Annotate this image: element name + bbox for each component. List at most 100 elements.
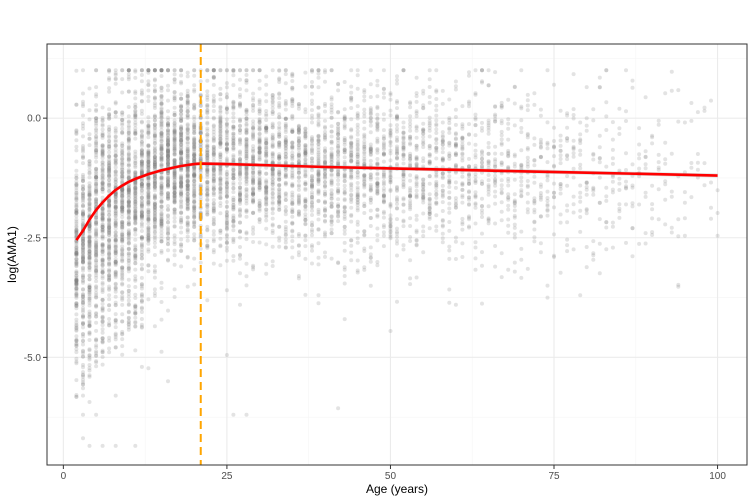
scatter-point bbox=[224, 117, 229, 122]
scatter-point bbox=[381, 112, 386, 117]
scatter-point bbox=[100, 187, 105, 192]
scatter-point bbox=[231, 147, 236, 152]
scatter-point bbox=[74, 201, 79, 205]
scatter-point bbox=[120, 205, 125, 210]
scatter-point bbox=[81, 300, 85, 305]
scatter-point bbox=[126, 89, 131, 94]
scatter-point bbox=[81, 238, 85, 243]
scatter-point bbox=[94, 202, 99, 207]
scatter-point bbox=[349, 117, 354, 122]
scatter-point bbox=[270, 156, 275, 161]
scatter-point bbox=[388, 97, 393, 102]
scatter-point bbox=[94, 148, 99, 153]
scatter-point bbox=[185, 127, 190, 132]
scatter-point bbox=[172, 295, 177, 299]
scatter-point bbox=[133, 267, 138, 272]
scatter-point bbox=[87, 288, 92, 293]
scatter-point bbox=[139, 159, 144, 164]
scatter-point bbox=[87, 170, 92, 175]
scatter-point bbox=[126, 231, 131, 236]
scatter-point bbox=[107, 112, 112, 117]
scatter-point bbox=[336, 406, 341, 411]
scatter-point bbox=[152, 193, 157, 198]
scatter-point bbox=[94, 189, 99, 194]
scatter-point bbox=[139, 168, 144, 173]
scatter-point bbox=[133, 213, 138, 218]
scatter-point bbox=[94, 343, 99, 348]
scatter-point bbox=[81, 193, 85, 198]
scatter-point bbox=[120, 250, 125, 255]
scatter-point bbox=[205, 115, 210, 120]
scatter-point bbox=[81, 348, 85, 353]
scatter-point bbox=[166, 177, 170, 182]
scatter-point bbox=[100, 143, 105, 148]
scatter-point bbox=[120, 265, 125, 270]
scatter-point bbox=[244, 208, 249, 213]
scatter-point bbox=[126, 233, 131, 237]
scatter-point bbox=[146, 129, 151, 134]
scatter-point bbox=[290, 140, 295, 145]
scatter-point bbox=[342, 124, 347, 129]
scatter-point bbox=[172, 72, 177, 77]
scatter-point bbox=[94, 252, 99, 257]
scatter-point bbox=[113, 260, 118, 265]
scatter-point bbox=[100, 229, 105, 234]
scatter-point bbox=[107, 238, 112, 243]
scatter-point bbox=[139, 152, 144, 157]
scatter-point bbox=[87, 252, 92, 256]
scatter-point bbox=[100, 211, 105, 216]
scatter-point bbox=[120, 158, 125, 162]
scatter-point bbox=[120, 187, 125, 192]
scatter-point bbox=[133, 218, 138, 223]
scatter-point bbox=[172, 239, 177, 244]
scatter-point bbox=[74, 138, 79, 143]
scatter-point bbox=[159, 162, 164, 167]
scatter-point bbox=[107, 160, 112, 165]
scatter-point bbox=[81, 273, 85, 278]
scatter-point bbox=[218, 243, 223, 248]
scatter-point bbox=[87, 203, 92, 208]
scatter-point bbox=[316, 85, 321, 90]
scatter-point bbox=[342, 150, 347, 155]
scatter-point bbox=[100, 213, 105, 218]
scatter-point bbox=[192, 68, 197, 73]
scatter-point bbox=[100, 308, 105, 313]
scatter-point bbox=[152, 141, 157, 146]
scatter-point bbox=[172, 248, 177, 253]
scatter-point bbox=[146, 249, 151, 254]
scatter-point bbox=[107, 203, 112, 208]
scatter-point bbox=[120, 198, 125, 203]
scatter-point bbox=[146, 131, 151, 135]
scatter-point bbox=[113, 237, 118, 242]
scatter-point bbox=[120, 90, 125, 95]
scatter-point bbox=[192, 179, 197, 184]
scatter-point bbox=[270, 244, 275, 249]
scatter-point bbox=[74, 326, 79, 331]
scatter-point bbox=[74, 227, 79, 232]
scatter-point bbox=[192, 102, 197, 107]
scatter-point bbox=[74, 294, 79, 299]
scatter-point bbox=[231, 186, 236, 191]
scatter-point bbox=[107, 272, 112, 277]
scatter-point bbox=[126, 208, 131, 213]
scatter-point bbox=[257, 217, 262, 222]
scatter-point bbox=[296, 102, 301, 106]
scatter-point bbox=[87, 245, 92, 250]
scatter-point bbox=[87, 255, 92, 260]
scatter-point bbox=[179, 118, 184, 123]
scatter-point bbox=[81, 239, 85, 244]
scatter-point bbox=[74, 281, 79, 286]
scatter-point bbox=[139, 298, 144, 303]
scatter-point bbox=[205, 158, 210, 163]
scatter-point bbox=[133, 292, 138, 297]
scatter-point bbox=[100, 207, 105, 212]
scatter-point bbox=[74, 159, 79, 164]
scatter-point bbox=[107, 238, 112, 243]
scatter-point bbox=[139, 133, 144, 138]
scatter-point bbox=[126, 151, 131, 156]
scatter-point bbox=[120, 273, 125, 278]
scatter-point bbox=[120, 193, 125, 198]
scatter-point bbox=[113, 230, 118, 235]
scatter-point bbox=[74, 301, 79, 306]
